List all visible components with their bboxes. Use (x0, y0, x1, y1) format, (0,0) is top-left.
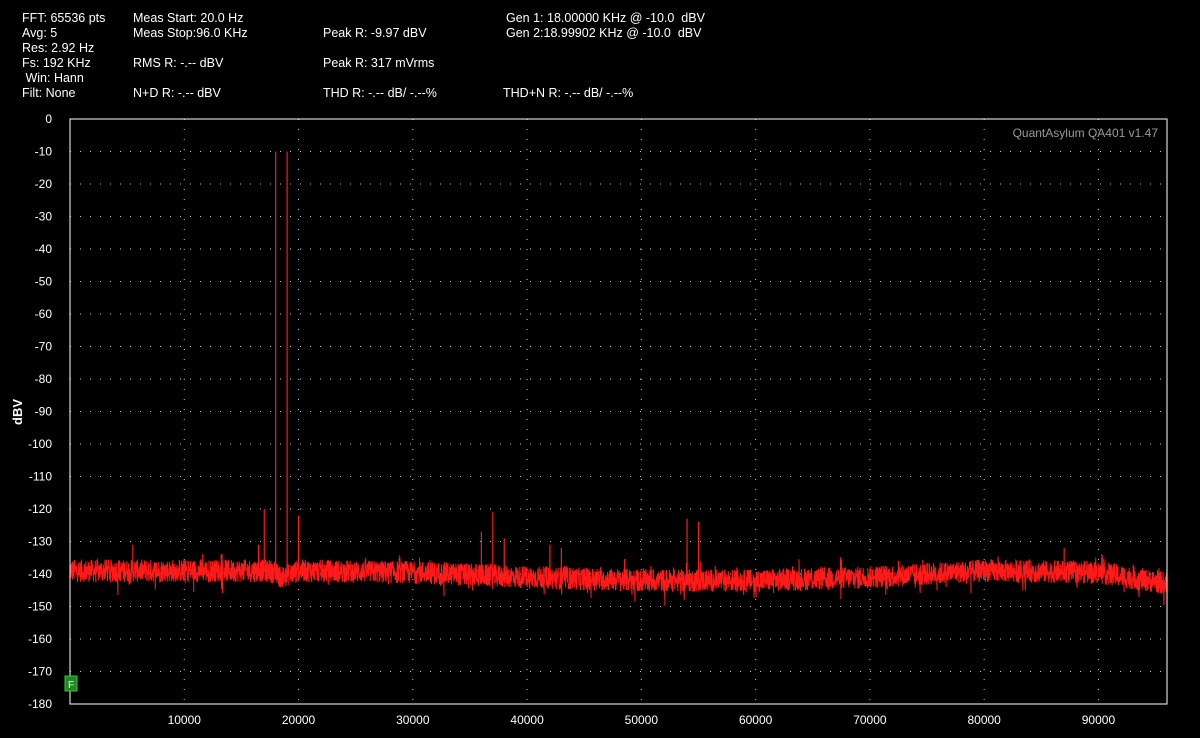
y-axis-label: dBV (10, 399, 25, 425)
x-tick-label: 10000 (168, 713, 202, 727)
x-tick-label: 20000 (282, 713, 316, 727)
gen2-readout: Gen 2:18.99902 KHz @ -10.0 dBV (506, 26, 702, 40)
y-tick-label: -20 (35, 177, 53, 191)
spectrum-trace (69, 553, 1168, 606)
y-tick-label: -10 (35, 145, 53, 159)
x-tick-label: 30000 (396, 713, 430, 727)
nd-readout: N+D R: -.-- dBV (133, 86, 221, 100)
x-tick-label: 60000 (739, 713, 773, 727)
fft-size: FFT: 65536 pts (22, 11, 106, 25)
x-tick-label: 80000 (967, 713, 1001, 727)
y-tick-label: -170 (28, 665, 52, 679)
window: Win: Hann (22, 71, 84, 85)
filter: Filt: None (22, 86, 76, 100)
rms-readout: RMS R: -.-- dBV (133, 56, 224, 70)
x-tick-label: 90000 (1082, 713, 1116, 727)
y-tick-label: -80 (35, 372, 53, 386)
plot-area (70, 119, 1167, 704)
y-tick-label: -30 (35, 210, 53, 224)
sample-rate: Fs: 192 KHz (22, 56, 91, 70)
marker-f-badge[interactable]: F (64, 675, 78, 692)
x-axis-ticks: 10000 20000 30000 40000 50000 60000 70000 80000… (168, 713, 1116, 727)
plot-frame (69, 118, 1168, 705)
averages: Avg: 5 (22, 26, 58, 40)
thd-readout: THD R: -.-- dB/ -.--% (323, 86, 437, 100)
gen1-readout: Gen 1: 18.00000 KHz @ -10.0 dBV (506, 11, 705, 25)
y-axis-ticks: 0 -10 -20 -30 -40 -50 -60 -70 -80 -90 -100 -110 -120… (28, 112, 52, 711)
thdn-readout: THD+N R: -.-- dB/ -.--% (503, 86, 634, 100)
watermark: QuantAsylum QA401 v1.47 (1013, 126, 1159, 140)
y-tick-label: -50 (35, 275, 53, 289)
y-tick-label: -140 (28, 567, 52, 581)
y-tick-label: 0 (45, 112, 52, 126)
y-tick-label: -90 (35, 405, 53, 419)
peak-mv-readout: Peak R: 317 mVrms (323, 56, 435, 70)
meas-stop: Meas Stop:96.0 KHz (133, 26, 248, 40)
y-tick-label: -70 (35, 340, 53, 354)
y-tick-label: -150 (28, 600, 52, 614)
peak-dbv-readout: Peak R: -9.97 dBV (323, 26, 427, 40)
y-tick-label: -60 (35, 307, 53, 321)
marker-label: F (68, 680, 74, 691)
y-tick-label: -130 (28, 535, 52, 549)
y-tick-label: -110 (29, 470, 52, 484)
resolution: Res: 2.92 Hz (22, 41, 95, 55)
x-tick-label: 70000 (853, 713, 887, 727)
y-tick-label: -40 (35, 242, 53, 256)
y-tick-label: -120 (28, 502, 52, 516)
y-tick-label: -180 (28, 697, 52, 711)
x-tick-label: 50000 (625, 713, 659, 727)
info-col-1: FFT: 65536 pts Avg: 5 Res: 2.92 Hz Fs: 1… (22, 11, 105, 101)
noise-floor (69, 553, 1168, 606)
meas-start: Meas Start: 20.0 Hz (133, 11, 244, 25)
x-tick-label: 40000 (510, 713, 544, 727)
y-tick-label: -100 (28, 437, 52, 451)
spectrum-peaks (132, 151, 1088, 581)
y-tick-label: -160 (28, 632, 52, 646)
